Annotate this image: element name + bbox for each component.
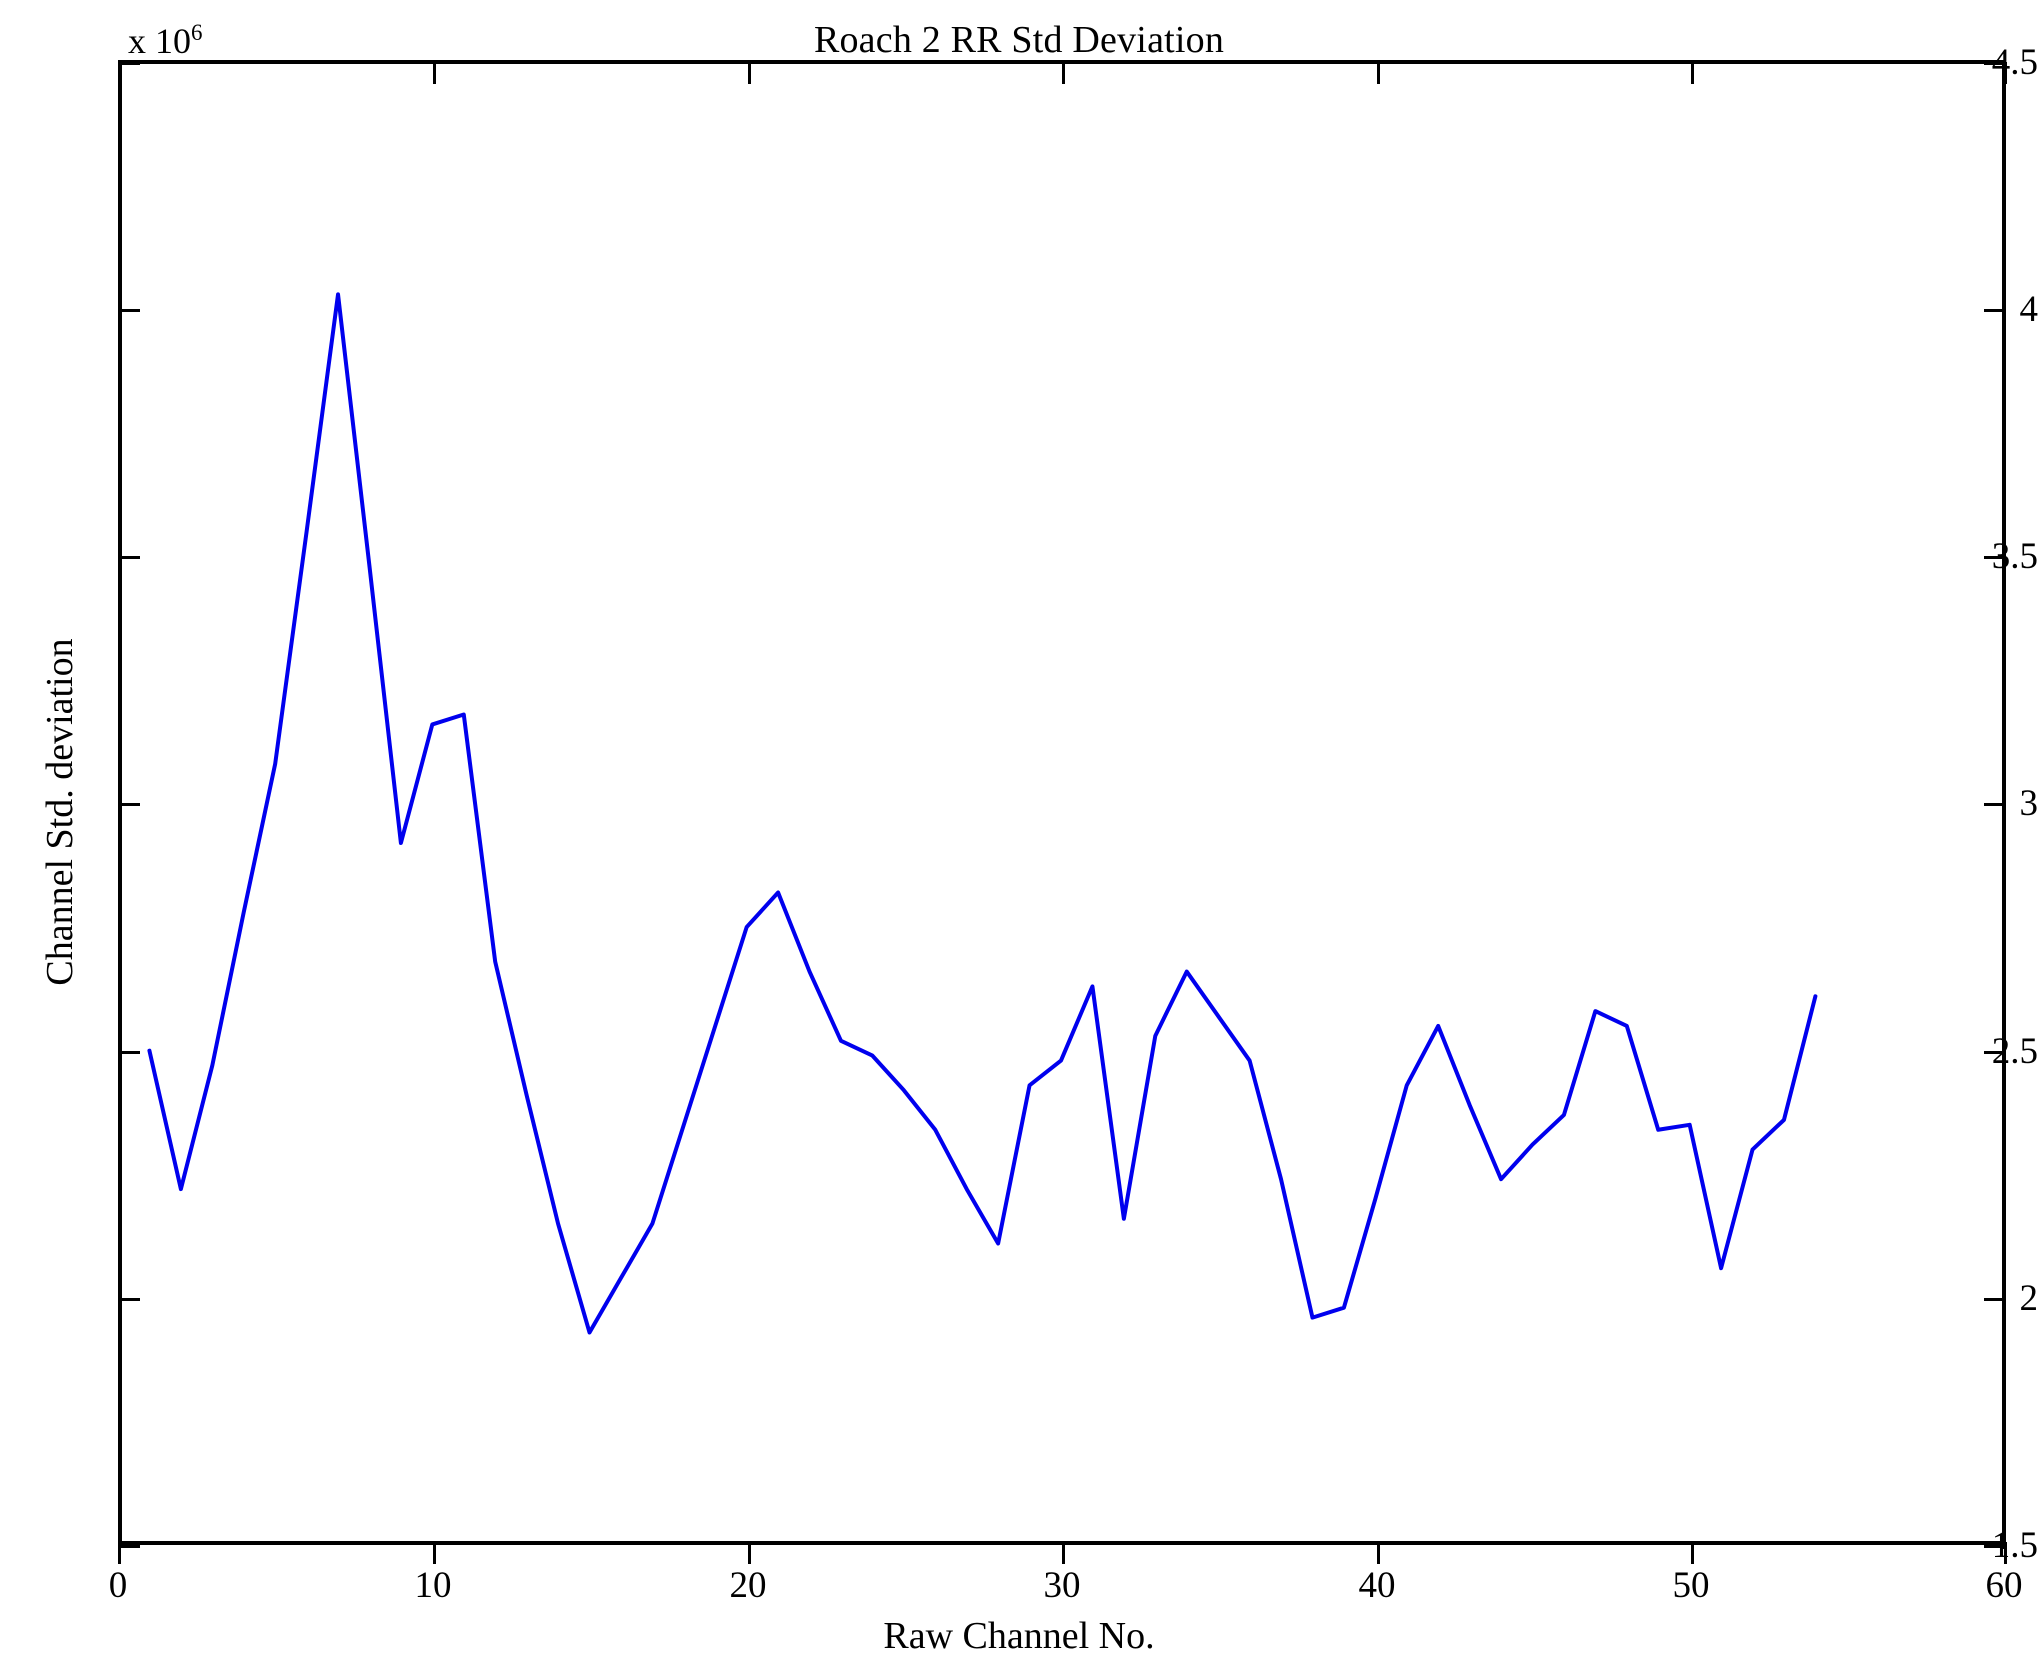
x-tick-mark (1062, 1542, 1065, 1564)
exponent-power: 6 (191, 20, 203, 45)
y-tick-label: 3 (2019, 783, 2038, 824)
y-axis-label: Channel Std. deviation (39, 638, 81, 986)
plot-axes-box (118, 62, 2006, 1545)
x-tick-mark-top (1377, 62, 1380, 84)
y-tick-label: 4 (2019, 289, 2038, 330)
y-tick-mark (118, 1051, 140, 1054)
y-tick-mark-right (1984, 309, 2006, 312)
x-tick-mark-top (1062, 62, 1065, 84)
y-tick-mark-right (1984, 1298, 2006, 1301)
x-tick-label: 20 (729, 1565, 767, 1606)
x-tick-mark-top (748, 62, 751, 84)
y-tick-mark-right (1984, 62, 2006, 65)
y-tick-mark (118, 1298, 140, 1301)
y-tick-label: 4.5 (1991, 42, 2038, 83)
x-tick-mark-top (1691, 62, 1694, 84)
y-tick-mark-right (1984, 1051, 2006, 1054)
x-tick-label: 50 (1672, 1565, 1710, 1606)
y-tick-label: 1.5 (1991, 1525, 2038, 1566)
x-tick-mark (1691, 1542, 1694, 1564)
y-tick-mark-right (1984, 803, 2006, 806)
y-tick-label: 3.5 (1991, 536, 2038, 577)
y-tick-mark (118, 803, 140, 806)
x-tick-mark-top (2004, 62, 2007, 84)
x-tick-mark-top (433, 62, 436, 84)
x-tick-mark (1377, 1542, 1380, 1564)
y-axis-exponent-label: x 106 (128, 20, 203, 62)
x-tick-label: 40 (1358, 1565, 1396, 1606)
y-tick-mark (118, 309, 140, 312)
x-tick-mark (2004, 1542, 2007, 1564)
x-tick-label: 30 (1043, 1565, 1081, 1606)
x-tick-mark (748, 1542, 751, 1564)
y-tick-mark-right (1984, 556, 2006, 559)
y-axis-label-wrapper: Channel Std. deviation (0, 0, 81, 1667)
y-tick-mark-right (1984, 1545, 2006, 1548)
x-tick-label: 10 (414, 1565, 452, 1606)
x-tick-mark (433, 1542, 436, 1564)
y-tick-label: 2.5 (1991, 1031, 2038, 1072)
y-tick-mark (118, 1545, 140, 1548)
x-tick-label: 60 (1985, 1565, 2023, 1606)
page-title: Roach 2 RR Std Deviation (813, 19, 1225, 61)
x-tick-mark-top (118, 62, 121, 84)
x-tick-label: 0 (108, 1565, 128, 1606)
exponent-mantissa: x 10 (128, 21, 191, 61)
y-tick-mark (118, 556, 140, 559)
x-tick-mark (118, 1542, 121, 1564)
y-tick-label: 2 (2019, 1278, 2038, 1319)
x-axis-label: Raw Channel No. (883, 1615, 1155, 1657)
y-tick-mark (118, 62, 140, 65)
